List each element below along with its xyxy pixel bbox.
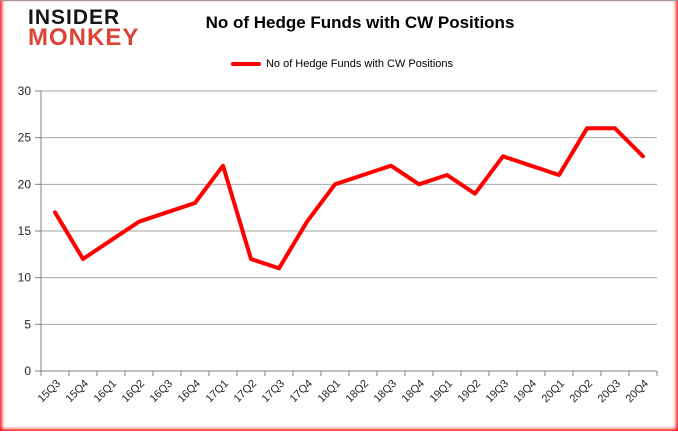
y-tick-label: 15 <box>18 224 32 238</box>
x-tick-label: 18Q1 <box>316 378 344 406</box>
x-tick-label: 19Q4 <box>512 378 540 406</box>
x-tick-label: 19Q1 <box>428 378 456 406</box>
x-tick-label: 17Q3 <box>260 378 288 406</box>
insider-monkey-logo: INSIDER MONKEY <box>28 7 139 50</box>
x-tick-label: 16Q4 <box>176 378 204 406</box>
legend-line-swatch <box>230 62 261 66</box>
y-tick-label: 20 <box>18 177 32 191</box>
x-tick-label: 16Q3 <box>148 378 176 406</box>
x-tick-label: 19Q3 <box>484 378 512 406</box>
chart-title: No of Hedge Funds with CW Positions <box>205 13 515 32</box>
x-tick-label: 18Q2 <box>344 378 372 406</box>
x-tick-label: 17Q4 <box>288 378 316 406</box>
y-tick-label: 0 <box>24 364 31 378</box>
y-tick-label: 30 <box>18 84 32 98</box>
x-tick-label: 17Q2 <box>232 378 260 406</box>
x-tick-label: 15Q3 <box>36 378 64 406</box>
data-line <box>53 126 645 271</box>
legend: No of Hedge Funds with CW Positions <box>3 58 678 70</box>
x-tick-label: 19Q2 <box>456 378 484 406</box>
x-tick-label: 18Q3 <box>372 378 400 406</box>
legend-label: No of Hedge Funds with CW Positions <box>265 58 454 70</box>
x-tick-label: 17Q1 <box>204 378 232 406</box>
x-tick-label: 18Q4 <box>400 378 428 406</box>
x-tick-label: 20Q2 <box>568 378 596 406</box>
x-tick-label: 20Q1 <box>540 378 568 406</box>
logo-text-monkey: MONKEY <box>28 24 140 51</box>
x-tick-label: 20Q3 <box>596 378 624 406</box>
y-tick-label: 5 <box>24 317 31 331</box>
logo-text-insider: INSIDER <box>28 6 121 29</box>
y-tick-label: 10 <box>18 271 32 285</box>
x-tick-label: 15Q4 <box>64 378 92 406</box>
x-tick-label: 16Q2 <box>120 378 148 406</box>
y-tick-label: 25 <box>18 131 32 145</box>
x-tick-label: 20Q4 <box>624 378 652 406</box>
x-tick-label: 16Q1 <box>92 378 120 406</box>
